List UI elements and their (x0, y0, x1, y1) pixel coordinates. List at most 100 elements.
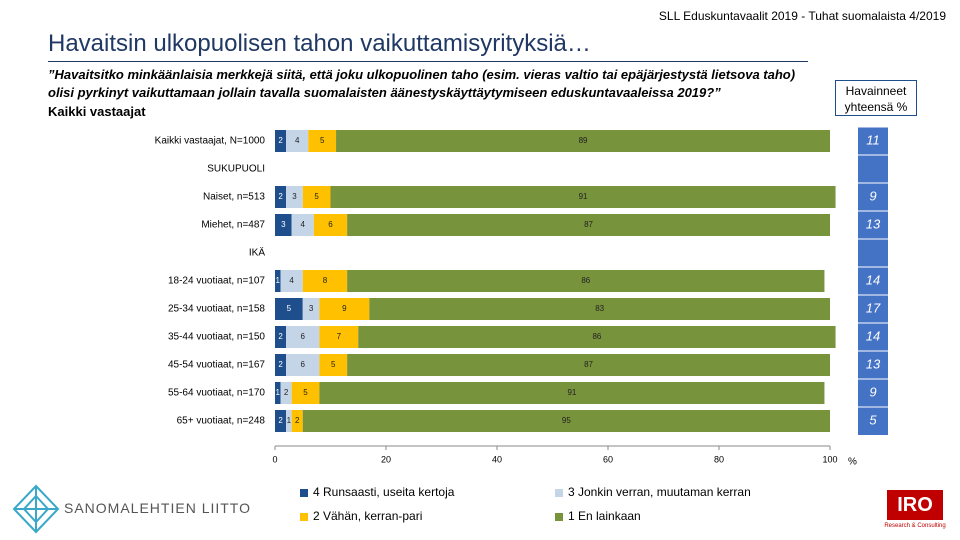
bar-segment (319, 382, 825, 404)
question: ”Havaitsitko minkäänlaisia merkkejä siit… (48, 66, 795, 102)
data-label: 86 (592, 332, 601, 341)
legend-label: 3 Jonkin verran, muutaman kerran (568, 485, 751, 499)
question-line: ”Havaitsitko minkäänlaisia merkkejä siit… (48, 67, 796, 82)
total-value: 9 (869, 188, 876, 203)
data-label: 2 (284, 388, 289, 397)
x-tick-label: 20 (381, 454, 391, 464)
bar-segment (286, 410, 292, 432)
data-label: 1 (287, 416, 292, 425)
data-label: 87 (584, 220, 593, 229)
bar-segment (319, 354, 348, 376)
data-label: 7 (337, 332, 342, 341)
bar-segment (302, 410, 830, 432)
bar-segment (280, 270, 303, 292)
x-tick-label: 60 (603, 454, 613, 464)
bar-segment (302, 186, 331, 208)
data-label: 4 (295, 136, 300, 145)
data-label: 5 (287, 304, 292, 313)
y-tick-label: Naiset, n=513 (203, 192, 265, 203)
logo-right: IRO (887, 490, 943, 520)
y-tick-label: SUKUPUOLI (207, 164, 265, 175)
y-tick-label: Miehet, n=487 (201, 220, 265, 231)
data-label: 2 (278, 416, 283, 425)
bar-segment (286, 186, 303, 208)
y-tick-label: IKÄ (249, 247, 265, 259)
totals-header: Havainneet yhteensä % (835, 80, 917, 116)
data-label: 2 (278, 332, 283, 341)
logo-left: SANOMALEHTIEN LIITTO (64, 500, 251, 516)
bar-segment (275, 214, 292, 236)
bar-segment (358, 326, 836, 348)
bar-segment (286, 130, 309, 152)
data-label: 6 (301, 332, 306, 341)
y-tick-label: 65+ vuotiaat, n=248 (177, 416, 266, 427)
y-tick-label: 45-54 vuotiaat, n=167 (168, 360, 265, 371)
data-label: 87 (584, 360, 593, 369)
data-label: 2 (278, 192, 283, 201)
data-label: 4 (289, 276, 294, 285)
y-tick-label: 25-34 vuotiaat, n=158 (168, 304, 265, 315)
legend-swatch (555, 489, 563, 497)
data-label: 5 (331, 360, 336, 369)
y-tick-label: Kaikki vastaajat, N=1000 (155, 136, 266, 147)
totals-column (858, 127, 888, 435)
bar-segment (275, 298, 303, 320)
data-label: 3 (309, 304, 314, 313)
bar-segment (369, 298, 830, 320)
data-label: 95 (562, 416, 571, 425)
bar-segment (280, 382, 292, 404)
data-label: 5 (320, 136, 325, 145)
data-label: 86 (581, 276, 590, 285)
bar-segment (319, 326, 359, 348)
bar-segment (302, 270, 348, 292)
legend-label: 4 Runsaasti, useita kertoja (313, 485, 455, 499)
legend-swatch (300, 513, 308, 521)
source: SLL Eduskuntavaalit 2019 - Tuhat suomala… (658, 9, 946, 23)
y-tick-label: 55-64 vuotiaat, n=170 (168, 388, 265, 399)
total-value: 5 (869, 412, 877, 427)
bar-segment (275, 186, 287, 208)
data-label: 2 (278, 136, 283, 145)
bar-segment (313, 214, 348, 236)
x-tick-label: 80 (714, 454, 724, 464)
bar-segment (291, 382, 320, 404)
data-label: 1 (276, 388, 281, 397)
bar-segment (319, 298, 370, 320)
bar-segment (275, 354, 287, 376)
data-label: 3 (281, 220, 286, 229)
bar-segment (347, 354, 830, 376)
title: Havaitsin ulkopuolisen tahon vaikuttamis… (48, 30, 591, 57)
bar-segment (330, 186, 836, 208)
legend-swatch (300, 489, 308, 497)
bar-segment (275, 382, 281, 404)
data-label: 2 (295, 416, 300, 425)
data-label: 6 (328, 220, 333, 229)
bar-segment (336, 130, 830, 152)
data-label: 4 (301, 220, 306, 229)
bar-segment (275, 326, 287, 348)
logo-right-sub: Research & Consulting (884, 523, 946, 529)
data-label: 8 (323, 276, 328, 285)
total-value: 11 (866, 132, 880, 147)
total-value: 14 (866, 328, 880, 343)
total-value: 13 (866, 356, 881, 371)
data-label: 91 (567, 388, 576, 397)
y-tick-label: 18-24 vuotiaat, n=107 (168, 276, 265, 287)
bar-segment (275, 270, 281, 292)
bar-segment (275, 130, 287, 152)
total-value: 14 (866, 272, 880, 287)
legend-swatch (555, 513, 563, 521)
bar-segment (291, 214, 314, 236)
bar-segment (286, 326, 320, 348)
bar-segment (347, 214, 830, 236)
bar-segment (286, 354, 320, 376)
data-label: 2 (278, 360, 283, 369)
x-unit: % (848, 457, 857, 468)
data-label: 6 (301, 360, 306, 369)
bar-segment (302, 298, 320, 320)
x-tick-label: 100 (822, 454, 837, 464)
bar-segment (308, 130, 337, 152)
data-label: 5 (314, 192, 319, 201)
legend-label: 2 Vähän, kerran-pari (313, 509, 422, 523)
